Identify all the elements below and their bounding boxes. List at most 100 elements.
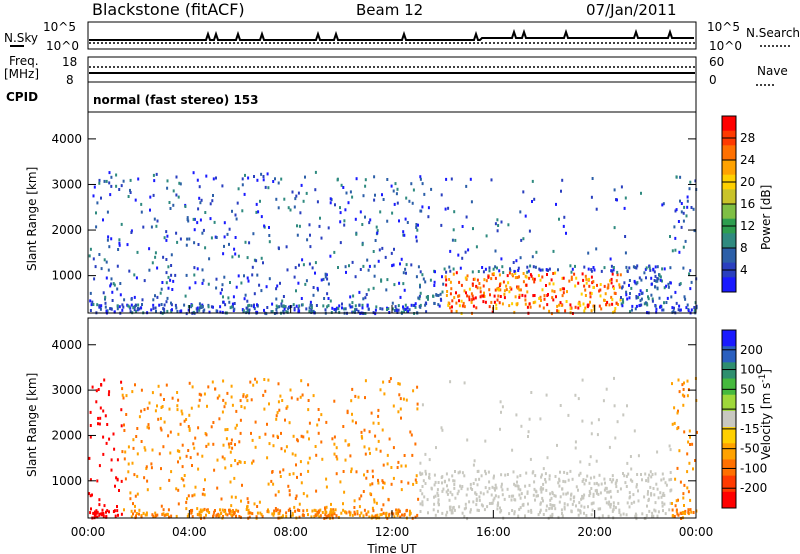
radar-cell — [595, 481, 598, 485]
radar-cell — [689, 443, 691, 446]
radar-cell — [358, 290, 361, 294]
radar-cell — [102, 218, 104, 222]
radar-cell — [308, 223, 311, 227]
radar-cell — [587, 267, 590, 271]
radar-cell — [419, 473, 422, 476]
radar-cell — [534, 300, 537, 304]
radar-cell — [122, 305, 125, 309]
radar-cell — [339, 220, 342, 224]
radar-cell — [253, 292, 256, 296]
radar-cell — [464, 502, 467, 506]
radar-cell — [253, 303, 255, 307]
radar-cell — [123, 298, 126, 302]
radar-cell — [475, 497, 478, 501]
radar-cell — [433, 483, 436, 487]
nave-right-label: Nave — [757, 64, 788, 78]
radar-cell — [268, 402, 270, 406]
radar-cell — [487, 470, 490, 474]
radar-cell — [648, 509, 651, 513]
radar-cell — [327, 304, 330, 308]
radar-cell — [475, 503, 478, 507]
radar-cell — [503, 296, 506, 300]
radar-cell — [520, 492, 523, 496]
radar-cell — [198, 185, 201, 189]
radar-cell — [373, 264, 376, 268]
radar-cell — [644, 472, 647, 476]
radar-cell — [619, 273, 622, 277]
radar-cell — [399, 515, 402, 519]
radar-cell — [315, 489, 318, 493]
radar-cell — [253, 307, 256, 311]
radar-cell — [364, 178, 367, 182]
radar-cell — [532, 493, 535, 497]
radar-cell — [241, 308, 244, 312]
radar-cell — [260, 513, 263, 517]
radar-cell — [404, 308, 407, 311]
radar-cell — [267, 186, 270, 190]
radar-cell — [94, 265, 97, 269]
radar-cell — [517, 487, 520, 491]
radar-cell — [679, 480, 682, 484]
radar-cell — [483, 278, 486, 282]
radar-cell — [96, 515, 99, 519]
radar-cell — [689, 498, 692, 502]
radar-cell — [499, 427, 501, 431]
radar-cell — [229, 281, 231, 284]
radar-cell — [124, 450, 127, 454]
radar-cell — [553, 494, 556, 498]
radar-cell — [508, 304, 511, 308]
radar-cell — [566, 491, 569, 495]
radar-cell — [160, 303, 163, 306]
radar-cell — [279, 509, 282, 513]
radar-cell — [450, 509, 453, 513]
radar-cell — [382, 480, 385, 484]
radar-cell — [484, 486, 487, 490]
radar-cell — [205, 174, 208, 178]
radar-cell — [648, 266, 651, 270]
radar-cell — [508, 271, 511, 275]
radar-cell — [488, 305, 491, 309]
radar-cell — [377, 481, 380, 485]
radar-cell — [662, 308, 665, 312]
radar-cell — [170, 273, 173, 277]
radar-cell — [493, 487, 496, 490]
radar-cell — [367, 307, 370, 311]
radar-cell — [182, 478, 185, 482]
radar-cell — [339, 211, 342, 215]
radar-cell — [198, 510, 201, 514]
radar-cell — [517, 266, 520, 270]
radar-cell — [690, 510, 693, 514]
radar-cell — [694, 459, 696, 462]
radar-cell — [608, 490, 610, 494]
radar-cell — [383, 481, 386, 485]
radar-cell — [503, 289, 506, 293]
radar-cell — [424, 301, 427, 305]
radar-cell — [228, 445, 231, 449]
ytick-label: 4000 — [51, 338, 82, 352]
radar-cell — [674, 477, 677, 481]
radar-cell — [294, 497, 297, 500]
radar-cell — [285, 515, 288, 518]
radar-cell — [198, 398, 201, 402]
radar-cell — [696, 430, 698, 434]
radar-cell — [505, 288, 508, 292]
radar-cell — [348, 510, 351, 514]
radar-cell — [366, 258, 369, 262]
radar-cell — [449, 508, 452, 512]
radar-cell — [326, 292, 329, 296]
colorbar-tick-label: 50 — [740, 382, 755, 396]
radar-cell — [657, 277, 660, 281]
radar-cell — [253, 502, 256, 506]
radar-cell — [612, 504, 615, 508]
radar-cell — [502, 280, 505, 284]
radar-cell — [223, 275, 226, 279]
radar-cell — [688, 272, 691, 276]
radar-cell — [558, 217, 560, 221]
radar-cell — [447, 488, 450, 492]
radar-cell — [430, 187, 433, 191]
radar-cell — [252, 459, 255, 463]
radar-cell — [527, 430, 530, 434]
radar-cell — [496, 229, 499, 233]
radar-cell — [152, 193, 155, 197]
